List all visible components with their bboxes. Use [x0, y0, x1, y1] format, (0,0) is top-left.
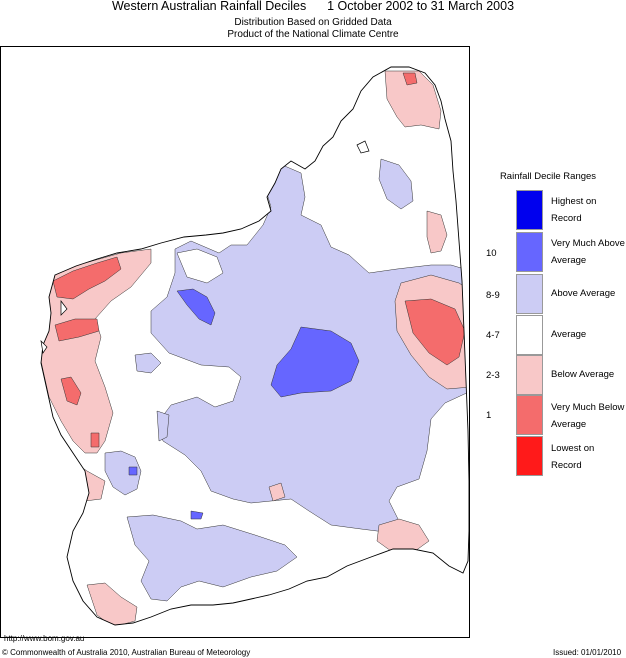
- above-average-region-south: [126, 514, 298, 602]
- above-average-patch-west: [134, 352, 162, 374]
- legend-label-above: Above Average: [551, 288, 616, 299]
- legend-swatch-very-much-above: [516, 232, 543, 272]
- legend-title: Rainfall Decile Ranges: [499, 171, 597, 182]
- legend-swatch-highest: [516, 190, 543, 230]
- legend-label-very-much-above: Very Much Above Average: [551, 238, 625, 266]
- legend-code-8-9: 8-9: [486, 290, 500, 301]
- very-much-above-region-central: [270, 326, 360, 398]
- legend-label-highest: Highest on Record: [551, 196, 597, 224]
- very-much-below-region-coast-a: [54, 318, 100, 342]
- below-average-patch-northeast: [426, 210, 448, 254]
- legend-swatch-above: [516, 274, 543, 314]
- legend-label-below: Below Average: [551, 369, 615, 380]
- legend-swatch-very-much-below: [516, 395, 543, 435]
- legend-code-2-3: 2-3: [486, 370, 500, 381]
- legend-swatch-lowest: [516, 436, 543, 476]
- legend-code-4-7: 4-7: [486, 330, 500, 341]
- footer-issued: Issued: 01/01/2010: [553, 648, 622, 657]
- legend-label-average: Average: [551, 329, 587, 340]
- map-title: Western Australian Rainfall Deciles 1 Oc…: [111, 0, 515, 13]
- legend-label-lowest: Lowest on Record: [551, 443, 595, 471]
- rainfall-map: [40, 66, 469, 626]
- above-average-patch-north: [378, 158, 414, 210]
- legend-code-10: 10: [486, 248, 497, 259]
- footer-copyright: © Commonwealth of Australia 2010, Austra…: [2, 648, 251, 657]
- footer-url[interactable]: http://www.bom.gov.au: [4, 634, 85, 643]
- very-much-below-region-gascoyne: [52, 256, 122, 300]
- very-much-below-region-east: [404, 298, 466, 366]
- map-frame: [0, 46, 470, 638]
- subtitle-distribution: Distribution Based on Gridded Data: [234, 17, 392, 28]
- coastline: [40, 66, 469, 626]
- below-average-region-kimberley: [384, 70, 442, 130]
- above-average-region-midwest: [104, 450, 142, 496]
- below-average-region-west-coast: [41, 248, 152, 454]
- very-much-above-region-west: [176, 288, 216, 326]
- below-average-region-southwest: [86, 582, 138, 625]
- very-much-below-region-coast-b: [60, 376, 82, 406]
- legend-swatch-below: [516, 355, 543, 395]
- below-average-patch-southeast: [376, 518, 430, 552]
- subtitle-product: Product of the National Climate Centre: [227, 29, 399, 40]
- legend-swatch-average: [516, 315, 543, 355]
- legend-label-very-much-below: Very Much Below Average: [551, 402, 625, 430]
- legend-code-1: 1: [486, 410, 492, 421]
